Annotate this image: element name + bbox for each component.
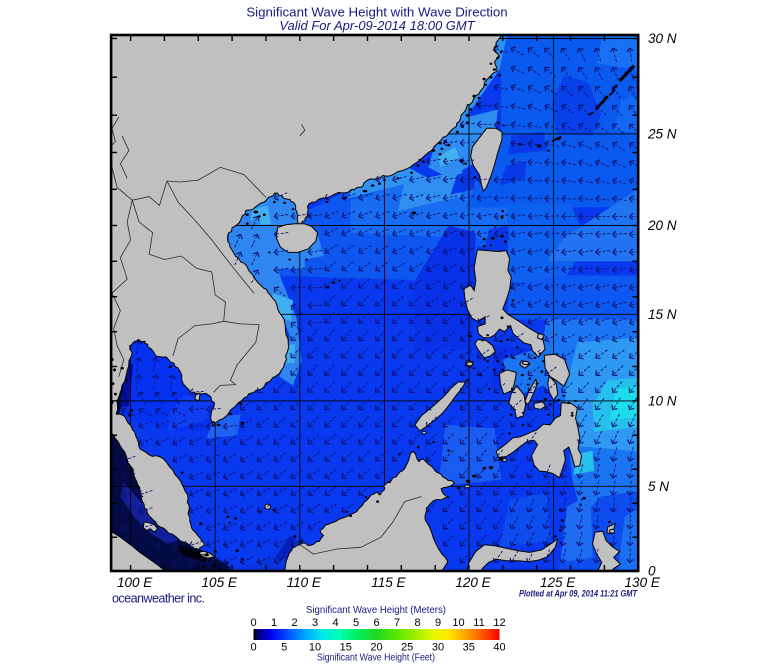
svg-text:Valid For Apr-09-2014 18:00 GM: Valid For Apr-09-2014 18:00 GMT: [279, 18, 475, 33]
svg-text:6: 6: [373, 617, 379, 629]
svg-text:oceanweather inc.: oceanweather inc.: [112, 592, 205, 606]
svg-text:25: 25: [401, 642, 413, 654]
svg-text:8: 8: [414, 617, 420, 629]
svg-text:2: 2: [291, 617, 297, 629]
svg-text:10: 10: [309, 642, 321, 654]
svg-text:105 E: 105 E: [202, 575, 238, 590]
svg-text:5: 5: [281, 642, 287, 654]
svg-text:0: 0: [250, 642, 256, 654]
svg-text:10 N: 10 N: [648, 393, 677, 408]
svg-text:5: 5: [353, 617, 359, 629]
svg-text:Significant Wave Height (Feet): Significant Wave Height (Feet): [317, 652, 435, 664]
svg-text:Significant Wave Height with W: Significant Wave Height with Wave Direct…: [246, 5, 507, 20]
svg-text:125 E: 125 E: [540, 575, 576, 590]
svg-text:20: 20: [370, 642, 382, 654]
svg-text:120 E: 120 E: [455, 575, 491, 590]
svg-text:7: 7: [394, 617, 400, 629]
svg-text:1: 1: [271, 617, 277, 629]
svg-text:10: 10: [452, 617, 464, 629]
svg-text:130 E: 130 E: [625, 575, 661, 590]
svg-text:20 N: 20 N: [647, 218, 677, 233]
svg-text:3: 3: [312, 617, 318, 629]
svg-text:9: 9: [435, 617, 441, 629]
svg-text:35: 35: [463, 642, 475, 654]
svg-text:115 E: 115 E: [371, 575, 406, 590]
svg-text:0: 0: [250, 617, 256, 629]
svg-text:0: 0: [648, 564, 656, 579]
svg-text:15 N: 15 N: [648, 307, 677, 322]
svg-text:30: 30: [432, 642, 444, 654]
svg-text:5 N: 5 N: [648, 479, 669, 494]
svg-text:110 E: 110 E: [287, 575, 322, 590]
svg-text:11: 11: [473, 617, 484, 629]
svg-text:100 E: 100 E: [117, 575, 153, 590]
svg-text:4: 4: [332, 617, 338, 629]
svg-text:15: 15: [340, 642, 352, 654]
svg-text:25 N: 25 N: [647, 126, 677, 141]
svg-text:40: 40: [493, 642, 505, 654]
svg-text:30 N: 30 N: [648, 31, 677, 46]
svg-text:Significant Wave Height (Meter: Significant Wave Height (Meters): [306, 604, 446, 616]
svg-text:Plotted at Apr 09, 2014 11:21: Plotted at Apr 09, 2014 11:21 GMT: [519, 589, 638, 600]
svg-text:12: 12: [493, 617, 505, 629]
